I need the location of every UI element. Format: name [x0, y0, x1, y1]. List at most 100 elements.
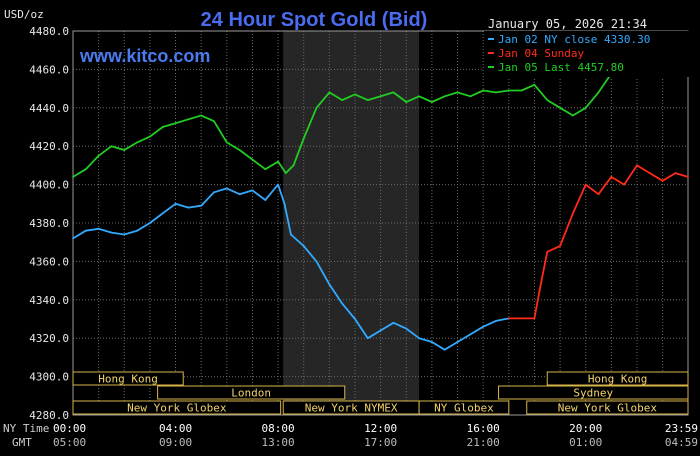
data-point [97, 154, 100, 157]
data-point [328, 91, 331, 94]
data-point [456, 341, 459, 343]
data-point [430, 341, 433, 343]
y-tick-label: 4340.0 [29, 294, 69, 307]
legend-box [484, 31, 690, 77]
ny-time-label: NY Time [3, 422, 49, 435]
legend-entry: Jan 05 Last 4457.80 [498, 61, 624, 74]
x-tick-gmt: 21:00 [467, 436, 500, 449]
data-point [674, 172, 677, 174]
data-point [354, 318, 356, 320]
data-point [571, 114, 574, 117]
data-point [418, 95, 420, 98]
x-tick-ny: 12:00 [364, 422, 397, 435]
x-tick-ny: 23:59 [665, 422, 698, 435]
data-point [636, 164, 638, 167]
data-point [328, 283, 331, 286]
data-point [315, 106, 318, 109]
data-point [315, 260, 318, 263]
y-axis-unit: USD/oz [4, 8, 44, 21]
data-point [533, 317, 536, 320]
session-bars: Hong Kong Hong Kong London Sydney New York G… [72, 371, 689, 415]
data-point [302, 245, 305, 247]
data-point [72, 237, 74, 240]
data-point [225, 187, 228, 190]
data-point [341, 302, 344, 305]
x-tick-gmt: 17:00 [364, 436, 397, 449]
session-label: NY Globex [434, 402, 494, 415]
y-tick-label: 4440.0 [29, 102, 69, 115]
data-point [225, 141, 228, 144]
y-tick-label: 4460.0 [29, 63, 69, 76]
y-axis-ticks: 4480.0 4460.0 4440.0 4420.0 4400.0 4380.0 4360… [29, 25, 69, 422]
y-tick-label: 4280.0 [29, 409, 69, 422]
data-point [277, 183, 279, 186]
legend-entry: Jan 02 NY close 4330.30 [498, 33, 650, 46]
data-point [174, 202, 177, 205]
price-series-line-1 [72, 183, 509, 351]
session-bar [418, 400, 510, 415]
data-point [123, 233, 126, 236]
data-point [341, 99, 344, 102]
data-point [418, 337, 420, 340]
data-point [136, 141, 138, 144]
data-point [302, 137, 305, 140]
data-point [284, 172, 287, 174]
data-point [251, 158, 254, 161]
data-point [161, 126, 164, 128]
data-point [405, 327, 408, 330]
price-series-line-3 [72, 73, 613, 178]
data-point [430, 101, 433, 103]
data-point [584, 106, 587, 109]
y-tick-label: 4480.0 [29, 25, 69, 38]
data-point [72, 176, 74, 178]
x-tick-gmt: 13:00 [262, 436, 295, 449]
data-point [520, 89, 523, 92]
data-point [546, 99, 549, 102]
data-point [495, 91, 497, 94]
data-point [136, 229, 138, 232]
data-point [443, 348, 446, 351]
session-label: New York Globex [558, 402, 658, 415]
data-point [392, 321, 395, 324]
y-tick-label: 4420.0 [29, 140, 69, 153]
x-tick-gmt: 01:00 [569, 436, 602, 449]
chart-title: 24 Hour Spot Gold (Bid) [201, 9, 428, 31]
data-point [84, 168, 87, 171]
data-point [292, 164, 295, 167]
data-point [648, 172, 651, 174]
session-label: New York Globex [127, 402, 227, 415]
data-point [149, 135, 151, 138]
data-point [290, 233, 292, 236]
data-point [200, 204, 203, 207]
data-point [366, 337, 369, 340]
data-point [443, 95, 446, 98]
session-bar [72, 371, 184, 386]
data-point [469, 95, 472, 98]
data-point [238, 193, 241, 196]
data-point [392, 91, 395, 94]
data-point [379, 95, 382, 98]
data-point [238, 149, 241, 151]
data-point [354, 93, 356, 96]
data-point [687, 176, 689, 178]
session-bar [72, 400, 282, 415]
data-point [571, 212, 574, 215]
data-point [546, 250, 549, 253]
data-point [597, 91, 600, 94]
x-tick-ny: 16:00 [467, 422, 500, 435]
data-point [97, 227, 100, 230]
series-layer [72, 72, 689, 351]
data-point [161, 212, 164, 215]
data-point [623, 183, 626, 186]
data-point [110, 145, 113, 148]
session-bar [526, 400, 689, 415]
x-tick-ny: 20:00 [569, 422, 602, 435]
data-point [610, 176, 613, 178]
data-point [559, 106, 561, 109]
data-point [110, 231, 113, 234]
chart-timestamp: January 05, 2026 21:34 [488, 17, 647, 31]
data-point [482, 325, 485, 328]
